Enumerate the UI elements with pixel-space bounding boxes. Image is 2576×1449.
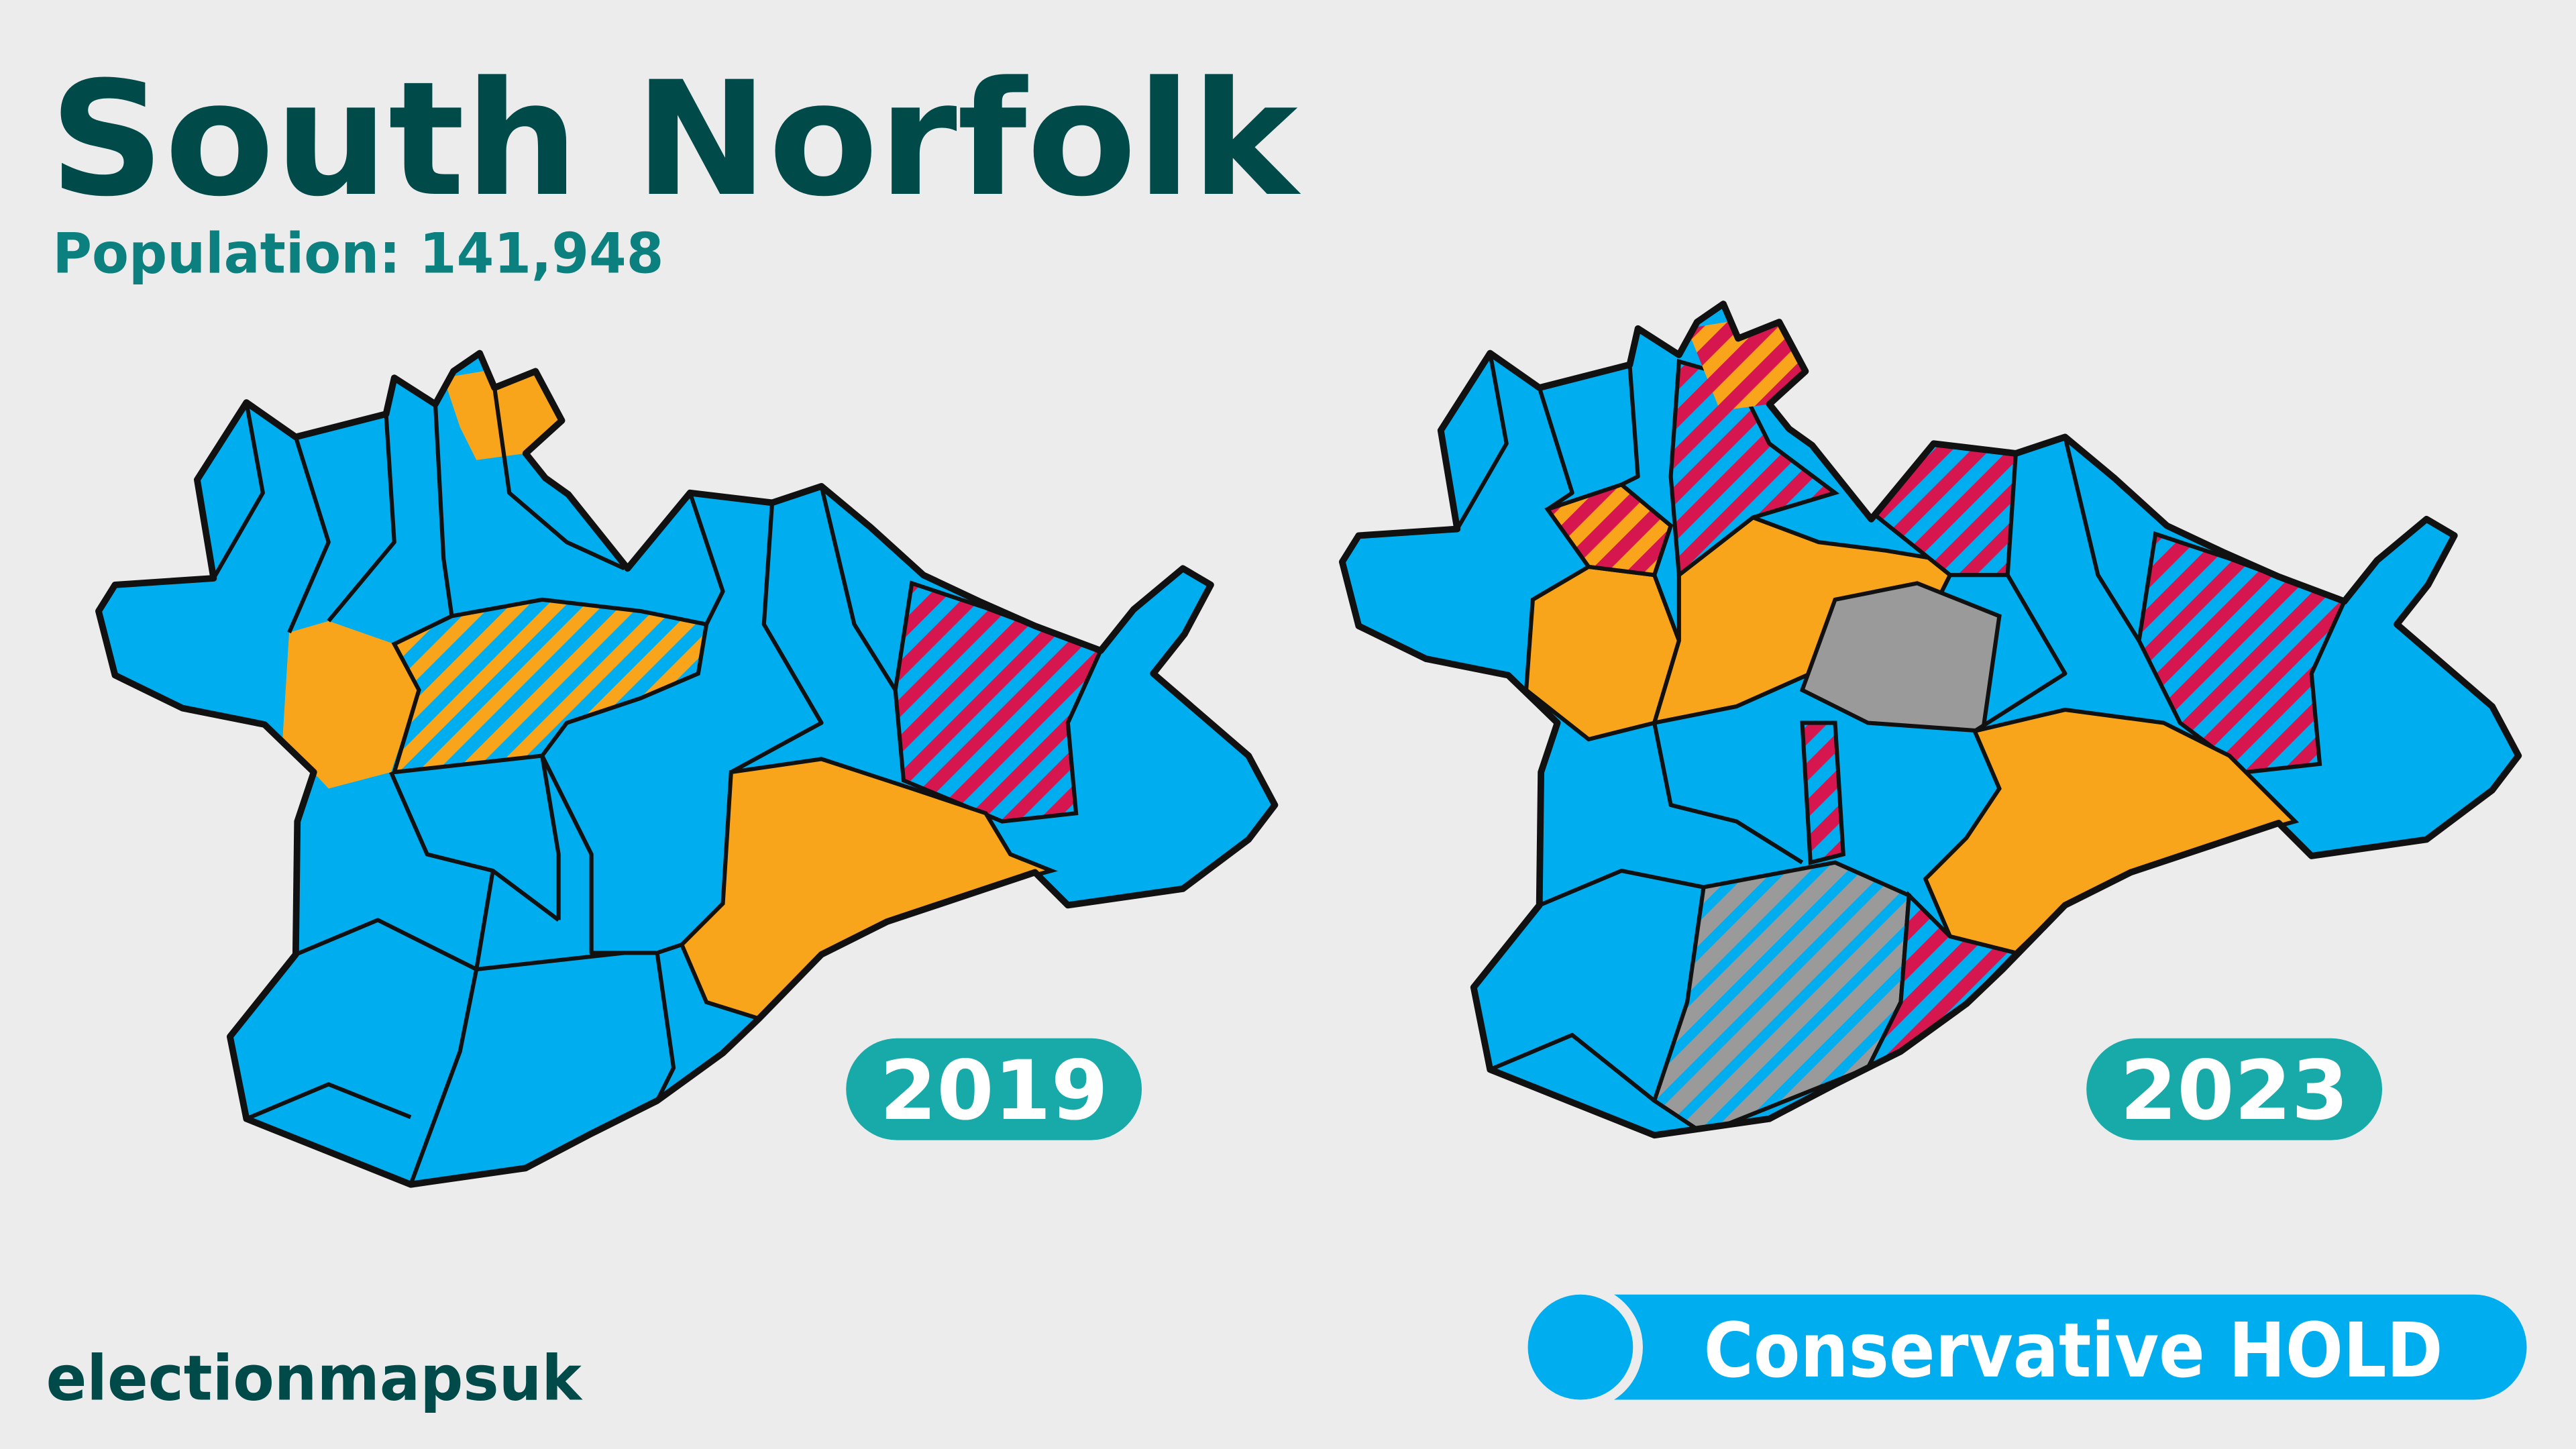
result: Conservative HOLD: [1704, 1306, 2443, 1395]
result-pill: [1524, 1294, 2527, 1400]
subtitle: Population: 141,948: [52, 221, 663, 286]
party-dot: [1527, 1294, 1633, 1400]
year-pill: [846, 1038, 1142, 1140]
title: South Norfolk: [49, 48, 1301, 231]
year-pill: [2086, 1038, 2383, 1140]
year-label: 2019: [879, 1042, 1108, 1138]
year-label: 2023: [2120, 1042, 2349, 1138]
credit: electionmapsuk: [46, 1342, 583, 1415]
map-2023: [1342, 304, 2518, 1135]
map-2019: [99, 354, 1275, 1185]
